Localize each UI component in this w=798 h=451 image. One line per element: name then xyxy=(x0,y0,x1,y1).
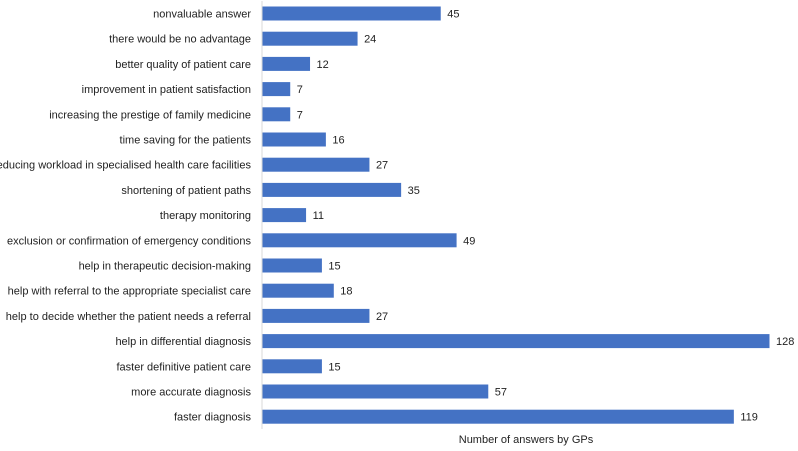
bar xyxy=(262,409,734,424)
bar xyxy=(262,308,370,323)
bar xyxy=(262,334,770,349)
value-labels-group: 45 24 12 7 7 16 27 35 11 49 15 18 27 128 15 57 119 xyxy=(297,9,795,424)
value-label: 7 xyxy=(297,109,303,121)
category-label: help to decide whether the patient needs… xyxy=(6,311,251,323)
category-label: shortening of patient paths xyxy=(121,185,251,197)
bar xyxy=(262,132,326,147)
value-label: 12 xyxy=(317,59,329,71)
value-label: 11 xyxy=(313,210,324,222)
bar xyxy=(262,233,457,248)
bar xyxy=(262,157,370,172)
value-label: 57 xyxy=(495,387,507,399)
category-label: faster definitive patient care xyxy=(116,361,251,373)
bar xyxy=(262,31,358,46)
category-label: faster diagnosis xyxy=(174,412,252,424)
value-label: 119 xyxy=(740,412,758,424)
category-label: increasing the prestige of family medici… xyxy=(49,109,251,121)
category-label: better quality of patient care xyxy=(115,59,251,71)
category-label: improvement in patient satisfaction xyxy=(82,84,251,96)
bar xyxy=(262,56,311,71)
category-label: help with referral to the appropriate sp… xyxy=(8,286,251,298)
bar xyxy=(262,283,334,298)
category-label: more accurate diagnosis xyxy=(131,387,251,399)
bar xyxy=(262,82,291,97)
value-label: 15 xyxy=(328,361,340,373)
category-labels-group: nonvaluable answer there would be no adva… xyxy=(0,9,251,424)
bar xyxy=(262,384,489,399)
x-axis-title: Number of answers by GPs xyxy=(459,434,594,446)
value-label: 128 xyxy=(776,336,794,348)
value-label: 16 xyxy=(332,135,344,147)
category-label: reducing workload in specialised health … xyxy=(0,160,251,172)
bar xyxy=(262,359,322,374)
value-label: 27 xyxy=(376,160,388,172)
category-label: there would be no advantage xyxy=(109,34,251,46)
category-label: help in therapeutic decision-making xyxy=(79,261,251,273)
category-label: nonvaluable answer xyxy=(153,9,251,21)
category-label: exclusion or confirmation of emergency c… xyxy=(7,235,251,247)
category-label: therapy monitoring xyxy=(160,210,251,222)
category-label: help in differential diagnosis xyxy=(115,336,251,348)
value-label: 27 xyxy=(376,311,388,323)
value-label: 49 xyxy=(463,235,475,247)
value-label: 35 xyxy=(408,185,420,197)
bars-group xyxy=(262,6,770,424)
value-label: 18 xyxy=(340,286,352,298)
value-label: 24 xyxy=(364,34,376,46)
value-label: 7 xyxy=(297,84,303,96)
bar xyxy=(262,182,402,197)
value-label: 45 xyxy=(447,9,459,21)
bar xyxy=(262,258,322,273)
category-label: time saving for the patients xyxy=(120,135,252,147)
bar xyxy=(262,6,441,21)
bar xyxy=(262,208,307,223)
bar xyxy=(262,107,291,122)
value-label: 15 xyxy=(328,261,340,273)
